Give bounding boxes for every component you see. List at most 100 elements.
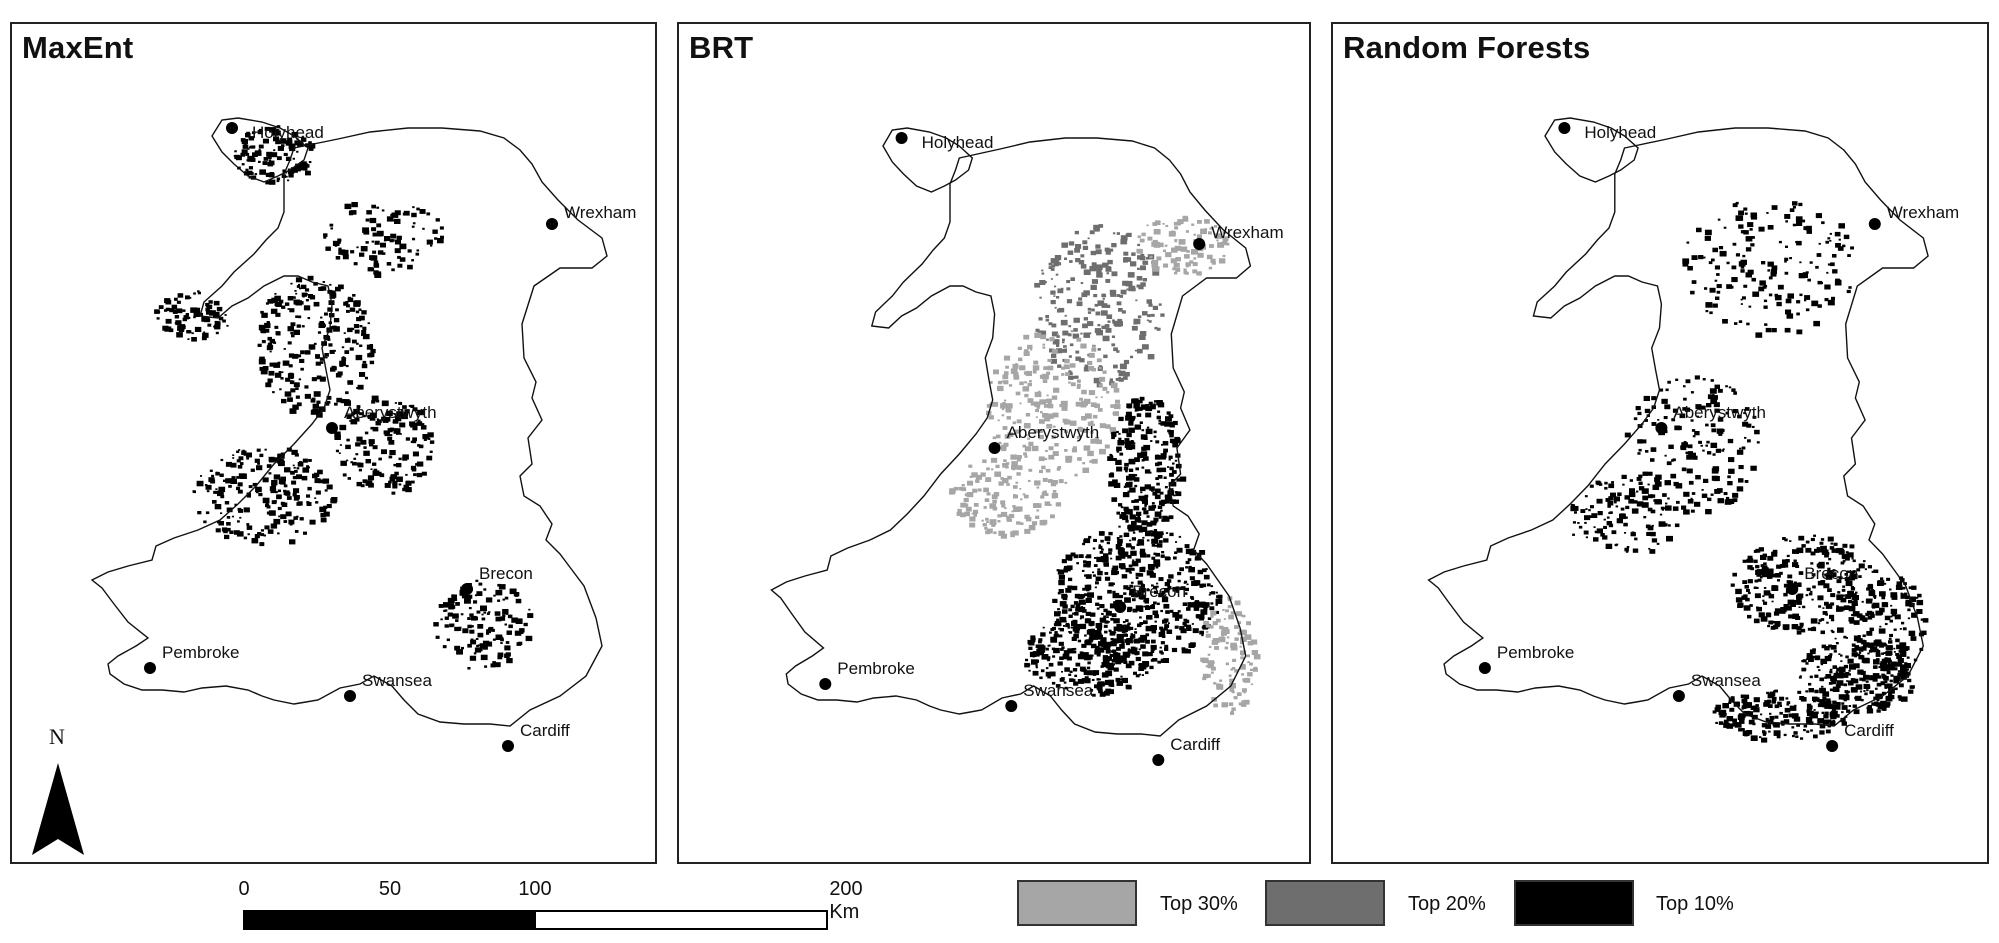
suitability-patch [1101, 662, 1108, 668]
suitability-patch [1821, 685, 1824, 688]
suitability-patch [1105, 646, 1111, 651]
suitability-patch [1727, 481, 1733, 486]
suitability-patch [1189, 549, 1197, 556]
suitability-patch [1740, 259, 1747, 265]
suitability-patch [993, 494, 997, 497]
suitability-patch [1831, 630, 1835, 634]
suitability-patch [396, 235, 402, 240]
suitability-patch [1147, 652, 1153, 657]
suitability-patch [1651, 422, 1657, 426]
suitability-patch [1106, 314, 1113, 319]
suitability-patch [1900, 674, 1907, 680]
suitability-patch [1838, 223, 1845, 229]
suitability-patch [1113, 347, 1118, 352]
suitability-patch [1054, 611, 1061, 617]
suitability-patch [206, 490, 210, 493]
suitability-patch [1739, 719, 1745, 724]
suitability-patch [1108, 629, 1112, 632]
suitability-patch [284, 391, 292, 397]
suitability-patch [1131, 325, 1138, 331]
suitability-patch [1154, 614, 1159, 619]
suitability-patch [246, 525, 253, 530]
suitability-patch [1148, 401, 1153, 405]
suitability-patch [1834, 637, 1837, 640]
suitability-patch [1834, 687, 1839, 691]
suitability-patch [1875, 653, 1881, 657]
suitability-patch [1897, 658, 1904, 663]
suitability-patch [1089, 460, 1093, 463]
suitability-patch [1016, 458, 1021, 462]
suitability-patch [1098, 544, 1101, 547]
suitability-patch [1851, 648, 1857, 653]
suitability-patch [1155, 566, 1159, 569]
suitability-patch [1137, 580, 1143, 585]
suitability-patch [419, 209, 426, 214]
suitability-patch [1812, 700, 1816, 703]
suitability-patch [1144, 600, 1149, 604]
suitability-patch [1740, 298, 1743, 301]
suitability-patch [355, 310, 360, 314]
suitability-patch [1098, 367, 1102, 370]
suitability-patch [1840, 654, 1843, 657]
suitability-patch [1705, 310, 1709, 313]
suitability-patch [469, 629, 475, 634]
suitability-patch [1817, 700, 1820, 703]
suitability-patch [426, 212, 431, 216]
town-label: Pembroke [162, 643, 239, 662]
suitability-patch [416, 249, 420, 252]
suitability-patch [252, 152, 258, 157]
suitability-patch [1196, 614, 1202, 619]
suitability-patch [1842, 560, 1846, 563]
suitability-patch [1166, 629, 1173, 634]
suitability-patch [274, 293, 277, 295]
suitability-patch [1124, 462, 1129, 467]
suitability-patch [1128, 468, 1134, 472]
suitability-patch [342, 473, 347, 477]
suitability-patch [1843, 664, 1849, 669]
suitability-patch [1156, 327, 1161, 331]
town-label: Swansea [1023, 681, 1093, 700]
suitability-patch [1054, 285, 1057, 288]
suitability-patch [1126, 288, 1129, 291]
suitability-patch [287, 308, 290, 310]
suitability-patch [1649, 549, 1656, 554]
suitability-patch [1099, 448, 1106, 455]
suitability-patch [1797, 690, 1802, 694]
suitability-patch [1036, 648, 1041, 653]
suitability-patch [1705, 423, 1709, 427]
suitability-patch [1044, 501, 1051, 506]
suitability-patch [1010, 454, 1017, 460]
suitability-patch [1041, 519, 1048, 525]
suitability-patch [1801, 544, 1806, 548]
suitability-patch [1909, 596, 1917, 602]
suitability-patch [1128, 418, 1133, 423]
wales-outline [90, 127, 608, 727]
suitability-patch [398, 401, 403, 405]
suitability-patch [1625, 505, 1630, 510]
suitability-patch [1163, 627, 1168, 631]
suitability-patch [197, 290, 200, 293]
suitability-patch [1770, 271, 1777, 277]
suitability-patch [1104, 630, 1108, 634]
suitability-patch [1714, 408, 1720, 413]
suitability-patch [1002, 462, 1009, 468]
suitability-patch [1799, 675, 1802, 677]
suitability-patch [1038, 638, 1043, 642]
suitability-patch [285, 491, 291, 496]
suitability-patch [281, 481, 286, 485]
suitability-patch [1783, 714, 1788, 718]
suitability-patch [1772, 549, 1778, 554]
suitability-patch [481, 617, 486, 621]
suitability-patch [1015, 481, 1019, 484]
suitability-patch [448, 604, 454, 610]
suitability-patch [1138, 399, 1143, 404]
suitability-patch [1112, 638, 1119, 644]
suitability-patch [497, 652, 504, 658]
suitability-patch [1871, 570, 1875, 573]
suitability-patch [1113, 631, 1117, 634]
suitability-patch [1140, 404, 1148, 410]
suitability-patch [1047, 644, 1050, 647]
suitability-patch [1148, 505, 1155, 511]
suitability-patch [1768, 704, 1773, 708]
suitability-patch [1104, 620, 1109, 624]
